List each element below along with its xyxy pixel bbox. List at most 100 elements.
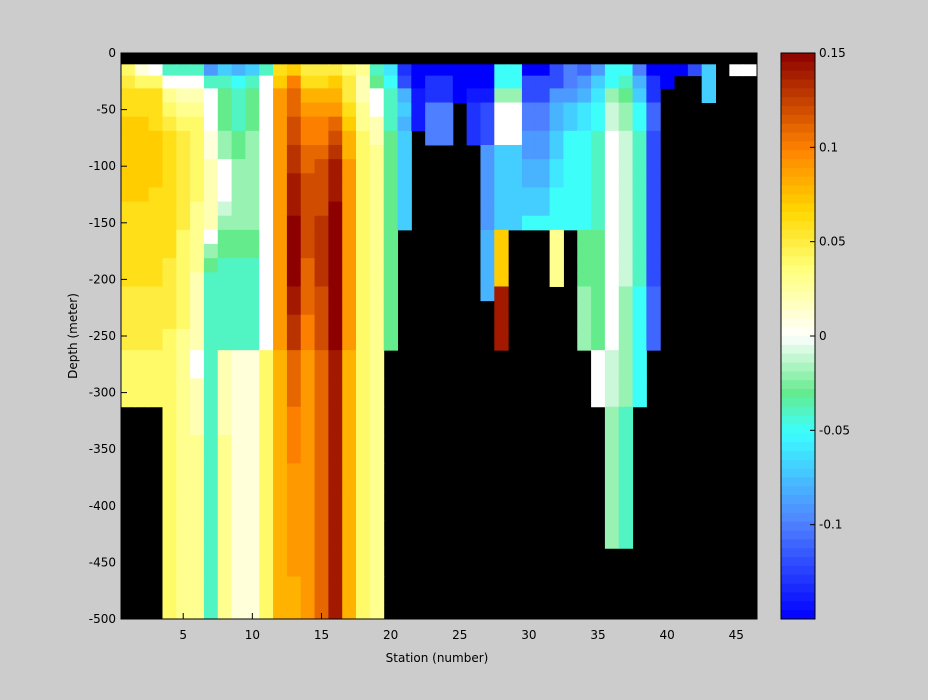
heatmap-cell bbox=[259, 519, 274, 549]
heatmap-cell bbox=[286, 201, 302, 217]
heatmap-cell bbox=[231, 144, 246, 160]
heatmap-cell bbox=[632, 272, 647, 287]
heatmap-cell bbox=[273, 491, 288, 521]
y-tick-label: -300 bbox=[89, 386, 116, 400]
colorbar: 0.15 0.1 0.05 0 -0.05 -0.1 bbox=[780, 46, 850, 620]
heatmap-cell bbox=[286, 116, 302, 132]
heatmap-cell bbox=[231, 314, 246, 330]
heatmap-cell bbox=[383, 173, 399, 188]
heatmap-cell bbox=[549, 244, 564, 259]
heatmap-cell bbox=[217, 328, 233, 351]
heatmap-cell bbox=[383, 244, 399, 259]
heatmap-cell bbox=[618, 144, 634, 160]
heatmap-cell bbox=[203, 144, 219, 160]
heatmap-cell bbox=[660, 75, 675, 89]
heatmap-cell bbox=[646, 244, 661, 259]
heatmap-cell bbox=[245, 548, 260, 578]
heatmap-cell bbox=[190, 258, 205, 273]
heatmap-cell bbox=[134, 130, 150, 146]
heatmap-cell bbox=[369, 286, 385, 302]
heatmap-cell bbox=[300, 548, 316, 578]
heatmap-cell bbox=[176, 116, 191, 132]
heatmap-cell bbox=[577, 258, 592, 273]
heatmap-cell bbox=[286, 229, 302, 245]
heatmap-cell bbox=[176, 350, 191, 379]
x-tick-label: 40 bbox=[659, 628, 674, 642]
heatmap-cell bbox=[452, 75, 468, 89]
heatmap-cell bbox=[148, 350, 163, 379]
heatmap-cell bbox=[508, 102, 523, 118]
heatmap-cell bbox=[452, 64, 468, 77]
heatmap-cell bbox=[466, 75, 481, 89]
heatmap-cell bbox=[259, 102, 274, 118]
heatmap-cell bbox=[369, 215, 385, 231]
heatmap-cell bbox=[259, 435, 274, 464]
heatmap-cell bbox=[604, 215, 620, 231]
heatmap-cell bbox=[342, 378, 357, 408]
heatmap-cell bbox=[162, 201, 177, 217]
heatmap-cell bbox=[480, 88, 495, 104]
heatmap-cell bbox=[480, 102, 495, 118]
heatmap-cell bbox=[286, 159, 302, 174]
colorbar-strip bbox=[781, 194, 815, 204]
heatmap-cell bbox=[176, 102, 191, 118]
heatmap-cell bbox=[535, 215, 551, 231]
heatmap-cell bbox=[328, 491, 343, 521]
heatmap-cell bbox=[121, 272, 136, 287]
heatmap-cell bbox=[162, 88, 177, 104]
heatmap-cell bbox=[604, 258, 620, 273]
heatmap-cell bbox=[591, 328, 606, 351]
colorbar-strip bbox=[781, 282, 815, 293]
heatmap-cell bbox=[259, 244, 274, 259]
heatmap-cell bbox=[535, 187, 551, 203]
colorbar-strip bbox=[781, 344, 815, 355]
heatmap-cell bbox=[273, 300, 288, 316]
heatmap-cell bbox=[176, 201, 191, 217]
heatmap-cell bbox=[245, 159, 260, 174]
heatmap-cell bbox=[646, 300, 661, 316]
heatmap-cell bbox=[176, 130, 191, 146]
colorbar-strip bbox=[781, 167, 815, 178]
heatmap-cell bbox=[121, 201, 136, 217]
x-tick-label: 35 bbox=[590, 628, 605, 642]
heatmap-cell bbox=[121, 378, 136, 408]
x-tick-label: 30 bbox=[521, 628, 536, 642]
heatmap-cell bbox=[411, 64, 426, 77]
heatmap-cell bbox=[466, 116, 481, 132]
heatmap-cell bbox=[231, 244, 246, 259]
heatmap-cell bbox=[314, 519, 329, 549]
heatmap-cell bbox=[176, 519, 191, 549]
heatmap-cell bbox=[383, 64, 399, 77]
heatmap-cell bbox=[369, 350, 385, 379]
heatmap-cell bbox=[632, 258, 647, 273]
heatmap-cell bbox=[328, 328, 343, 351]
heatmap-cell bbox=[217, 350, 233, 379]
heatmap-cell bbox=[134, 350, 150, 379]
colorbar-strip bbox=[781, 477, 815, 487]
heatmap-cell bbox=[286, 314, 302, 330]
heatmap-cell bbox=[356, 75, 371, 89]
heatmap-cell bbox=[314, 215, 329, 231]
heatmap-cell bbox=[245, 300, 260, 316]
heatmap-cell bbox=[286, 406, 302, 436]
heatmap-cell bbox=[342, 144, 357, 160]
heatmap-cell bbox=[549, 159, 564, 174]
heatmap-cell bbox=[176, 435, 191, 464]
heatmap-cell bbox=[217, 130, 233, 146]
heatmap-cell bbox=[591, 144, 606, 160]
heatmap-cell bbox=[121, 144, 136, 160]
heatmap-cell bbox=[383, 300, 399, 316]
heatmap-cell bbox=[591, 116, 606, 132]
colorbar-strip bbox=[781, 132, 815, 142]
heatmap-cell bbox=[273, 435, 288, 464]
heatmap-cell bbox=[190, 102, 205, 118]
heatmap-cell bbox=[273, 244, 288, 259]
heatmap-cell bbox=[245, 215, 260, 231]
heatmap-cell bbox=[356, 64, 371, 77]
heatmap-cell bbox=[231, 576, 246, 606]
heatmap-cell bbox=[300, 286, 316, 302]
heatmap-cell bbox=[176, 378, 191, 408]
heatmap-cell bbox=[356, 144, 371, 160]
heatmap-cell bbox=[286, 491, 302, 521]
colorbar-strip bbox=[781, 610, 815, 620]
